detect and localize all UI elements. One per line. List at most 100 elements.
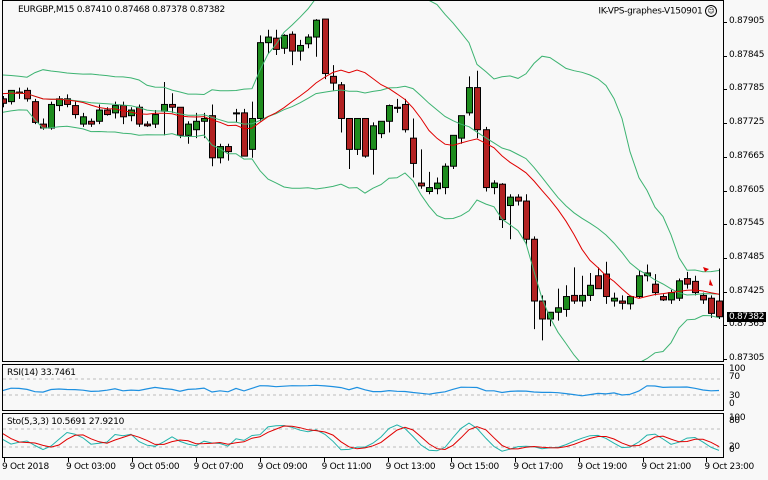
candle — [466, 76, 473, 116]
candle — [370, 122, 377, 175]
candle — [507, 194, 514, 240]
candle — [539, 295, 546, 341]
stochastic-panel[interactable]: Sto(5,3,3) 10.5691 27.9210 — [2, 413, 724, 458]
candle — [684, 271, 691, 289]
candle — [289, 31, 296, 66]
candle — [491, 180, 498, 195]
rsi-level-0: 0 — [729, 399, 735, 409]
candle — [595, 267, 602, 290]
rsi-panel[interactable]: RSI(14) 33.7461 — [2, 364, 724, 411]
candle — [418, 149, 425, 189]
time-label: 9 Oct 17:00 — [513, 462, 563, 472]
candle — [660, 294, 667, 302]
time-tick — [451, 458, 453, 462]
candle — [644, 264, 651, 282]
candle — [3, 96, 7, 108]
candle — [676, 278, 683, 302]
price-axis: 0.87905 0.87845 0.87785 0.87725 0.87665 0.876… — [724, 0, 768, 363]
price-tick — [724, 156, 727, 158]
candle — [362, 117, 369, 158]
rsi-line — [3, 384, 720, 397]
candle — [354, 117, 361, 155]
candle — [523, 194, 530, 245]
candle — [72, 101, 79, 119]
price-chart[interactable] — [3, 1, 723, 361]
expert-name: IK-VPS-graphes-V150901 ☺ — [598, 5, 717, 17]
moving-average — [3, 69, 720, 299]
candle — [273, 29, 280, 56]
arrow-marker-icon — [709, 279, 713, 286]
price-tick — [724, 55, 727, 57]
candle — [225, 143, 232, 161]
candle — [700, 292, 707, 304]
candle — [716, 268, 723, 319]
candle — [169, 93, 176, 113]
time-tick — [515, 458, 517, 462]
candle — [217, 143, 224, 164]
candle — [64, 94, 71, 108]
rsi-level-30: 30 — [729, 391, 740, 401]
time-tick — [323, 458, 325, 462]
time-tick — [579, 458, 581, 462]
candle — [305, 34, 312, 49]
candle — [603, 261, 610, 304]
candle — [185, 121, 192, 144]
rsi-chart[interactable] — [3, 365, 723, 410]
candle — [128, 107, 135, 122]
candle — [322, 18, 329, 80]
bollinger-upper — [3, 1, 720, 273]
candle — [450, 134, 457, 170]
time-label: 9 Oct 03:00 — [66, 462, 116, 472]
stochastic-axis: 100 80 20 0 — [724, 413, 768, 458]
candle — [579, 275, 586, 307]
price-tick — [724, 22, 727, 23]
candle — [587, 272, 594, 302]
candle — [265, 29, 272, 54]
candle — [241, 108, 248, 157]
sto-level-100: 100 — [729, 413, 746, 423]
price-tick — [724, 190, 727, 192]
time-label: 9 Oct 13:00 — [385, 462, 436, 472]
price-tick — [724, 123, 727, 125]
price-tick — [724, 359, 727, 360]
time-label: 9 Oct 19:00 — [577, 462, 627, 472]
price-label: 0.87845 — [729, 49, 765, 60]
price-tick — [724, 89, 727, 91]
candle — [233, 108, 240, 123]
time-tick — [195, 458, 197, 462]
time-tick — [131, 458, 133, 462]
time-label: 9 Oct 07:00 — [193, 462, 244, 472]
stochastic-chart[interactable] — [3, 414, 723, 457]
candle — [515, 194, 522, 206]
stochastic-main-line — [3, 422, 720, 452]
time-tick — [706, 458, 708, 462]
candle — [531, 236, 538, 330]
price-label: 0.87425 — [729, 285, 765, 296]
candle — [249, 101, 256, 158]
smiley-icon[interactable]: ☺ — [705, 5, 717, 17]
time-label: 9 Oct 15:00 — [449, 462, 499, 472]
main-chart-panel[interactable]: EURGBP,M15 0.87410 0.87468 0.87378 0.873… — [2, 0, 724, 362]
stochastic-signal-line — [3, 425, 720, 451]
candle — [346, 117, 353, 170]
candle — [338, 81, 345, 133]
price-label: 0.87365 — [729, 319, 765, 330]
price-label: 0.87545 — [729, 218, 765, 229]
candle — [692, 275, 699, 296]
arrow-marker-icon — [703, 267, 709, 272]
sto-level-20: 20 — [729, 442, 740, 452]
symbol-info: EURGBP,M15 0.87410 0.87468 0.87378 0.873… — [18, 5, 225, 15]
time-tick — [68, 458, 69, 462]
price-tick — [724, 257, 727, 259]
bollinger-middle — [3, 85, 720, 296]
rsi-axis: 100 70 30 0 — [724, 364, 768, 411]
rsi-label: RSI(14) 33.7461 — [7, 368, 76, 378]
time-tick — [4, 458, 5, 462]
time-label: 9 Oct 09:00 — [257, 462, 308, 472]
candle — [386, 104, 393, 133]
candle — [144, 121, 151, 127]
candle — [627, 295, 634, 310]
candle — [394, 98, 401, 113]
candle — [611, 292, 618, 307]
candle — [8, 89, 15, 105]
